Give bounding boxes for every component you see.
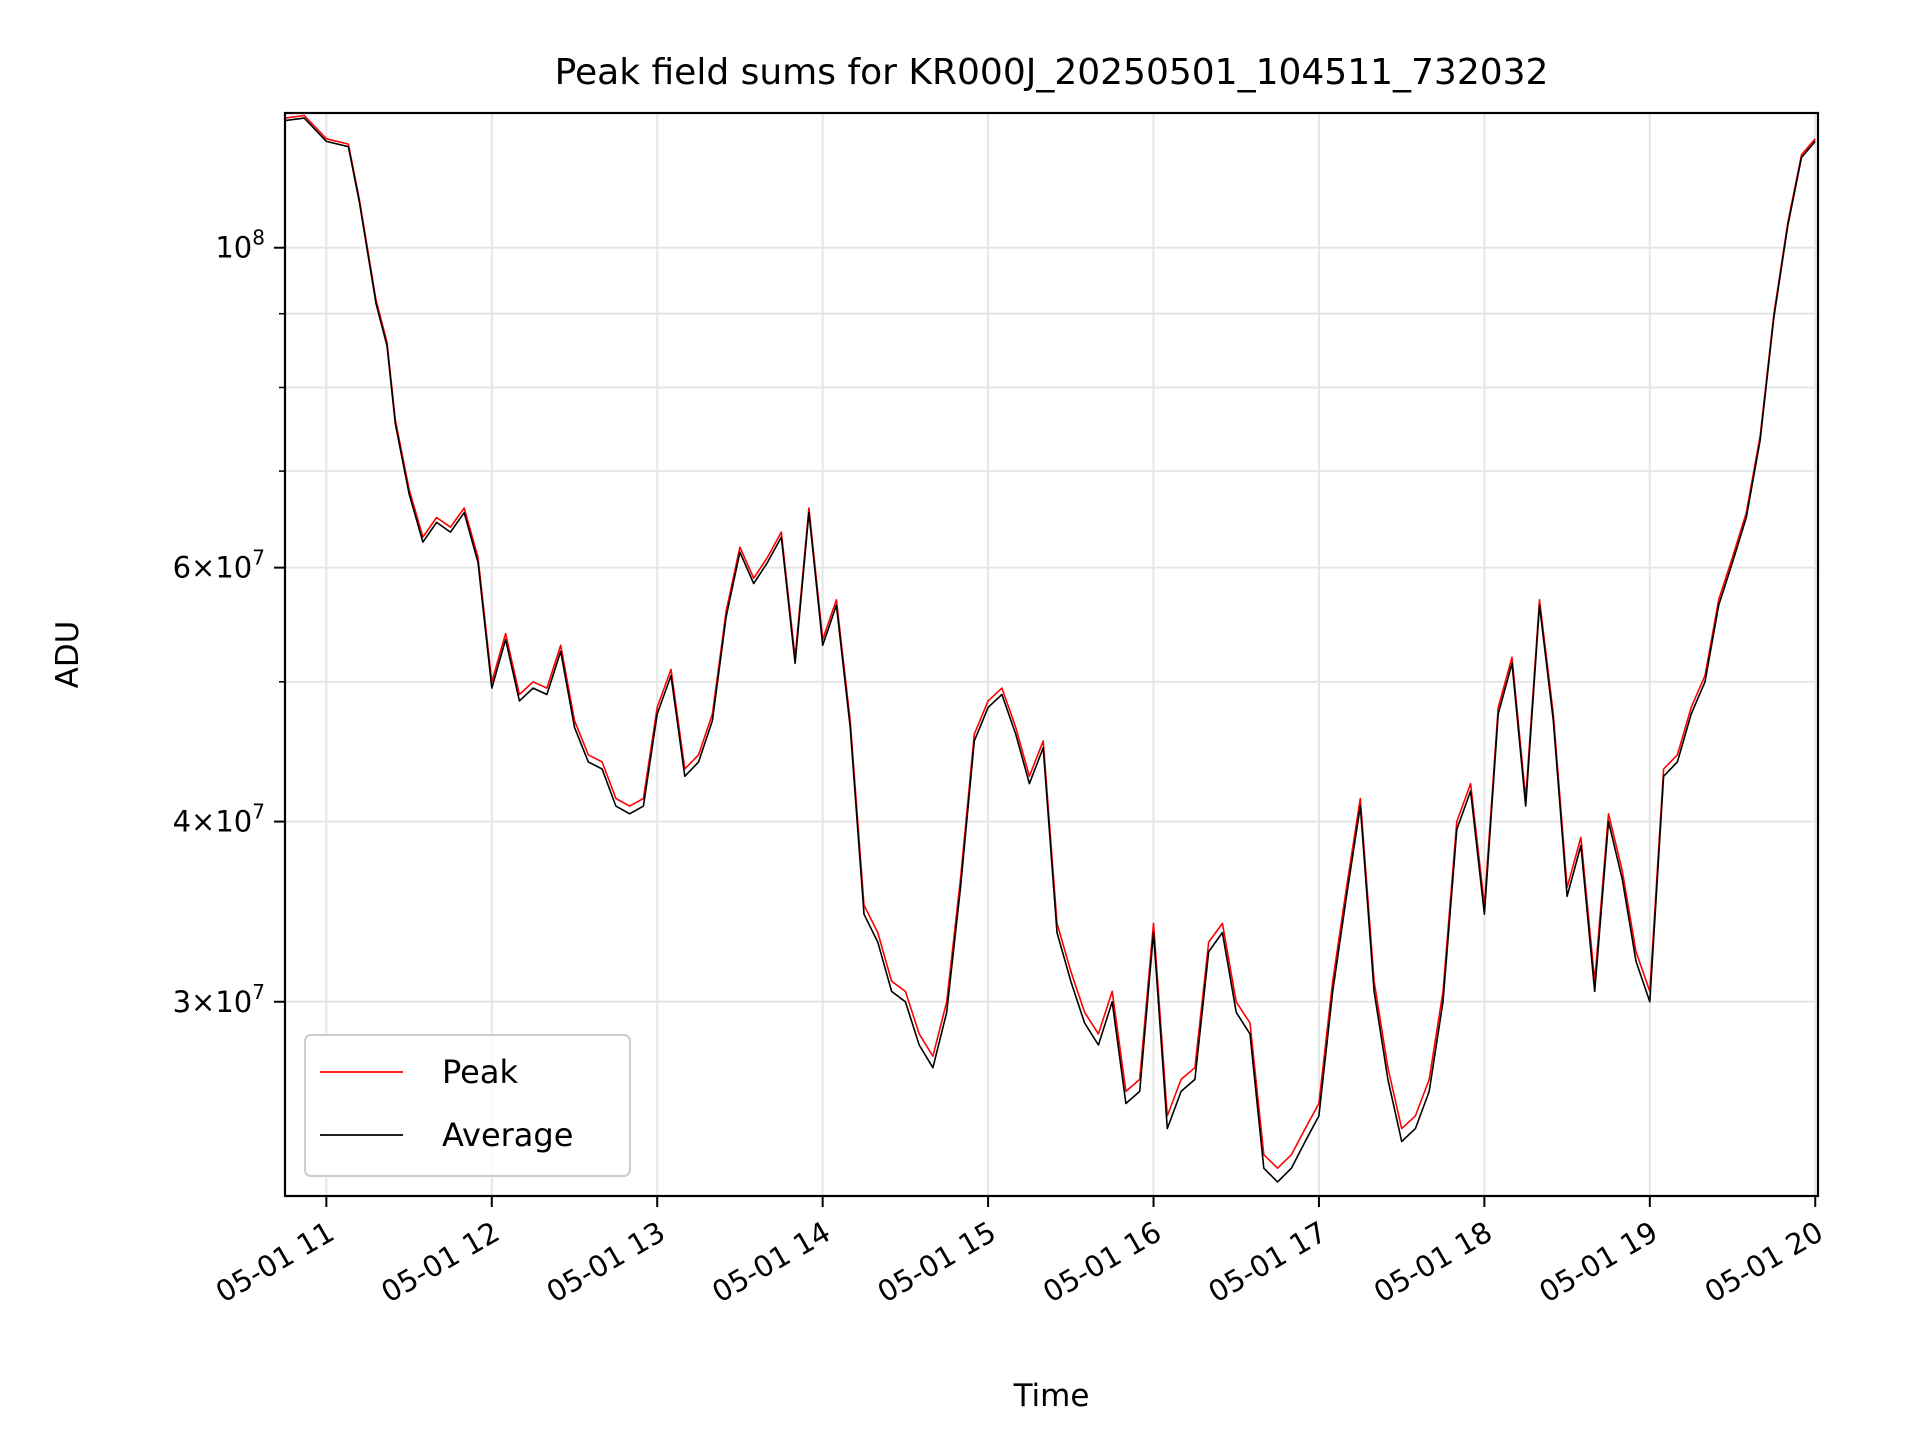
legend-label-peak: Peak (442, 1053, 518, 1091)
plot-lines (285, 114, 1816, 1183)
y-tick-label: 108 (215, 226, 265, 265)
y-tick-label: 3×107 (173, 980, 265, 1019)
y-axis-label: ADU (50, 621, 86, 689)
y-axis-ticks: 3×107 4×107 6×107 108 (173, 226, 285, 1019)
chart-title: Peak field sums for KR000J_20250501_1045… (555, 52, 1549, 93)
y-tick-label: 4×107 (173, 800, 265, 839)
plot-frame (283, 111, 1820, 1198)
legend: Peak Average (304, 1034, 631, 1177)
legend-label-average: Average (442, 1116, 573, 1154)
x-axis-label: Time (1013, 1378, 1090, 1414)
grid-lines (285, 113, 1818, 1196)
y-tick-label: 6×107 (173, 546, 265, 585)
series-line-average (285, 117, 1816, 1183)
legend-box (304, 1034, 631, 1177)
